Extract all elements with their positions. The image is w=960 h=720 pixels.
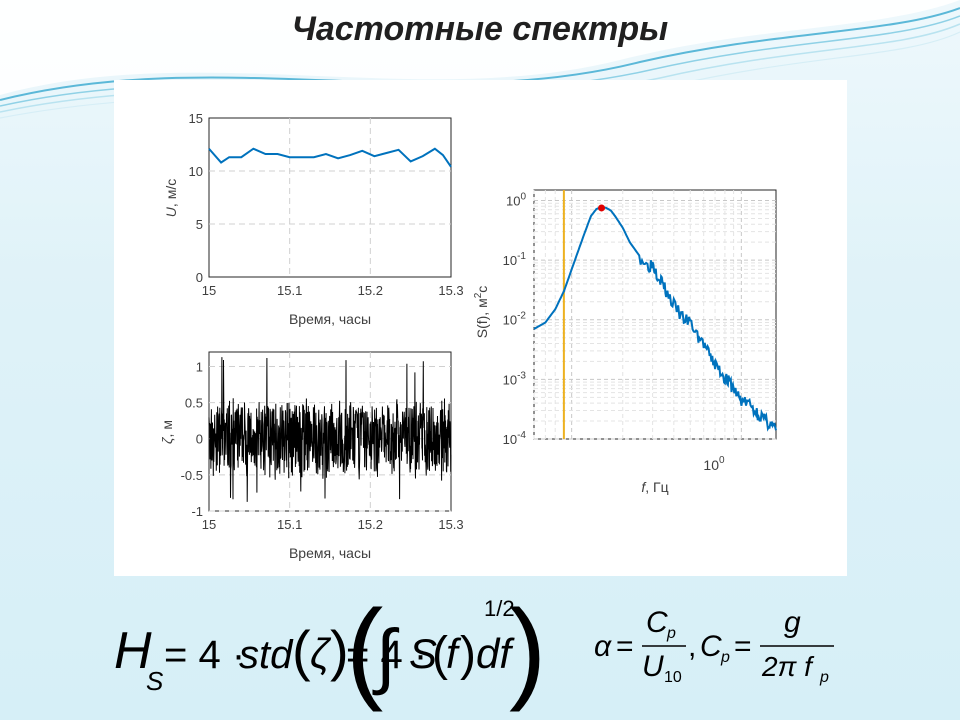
wind-x-tick: 15.1 [277,283,302,298]
chart-surface-elevation: 15 15.1 15.2 15.3 -1 -0.5 0 0.5 1 Время, часы ζ… [159,351,464,561]
formula-eq1: = 4 · [164,633,245,677]
wind-axes-box [208,117,452,278]
elevation-y-tick: 0 [196,432,203,447]
formulas: H S = 4 · std ( ζ ) = 4 · ( ∫ S ( f ) df… [114,590,847,715]
formula-Sf-paren-open: ( [432,628,448,681]
spectrum-y-tick: 10-4 [503,430,527,447]
formula-cp-eq: = [734,630,752,663]
formula-big-paren-open: ( [346,590,383,712]
elevation-y-tick-labels: -1 -0.5 0 0.5 1 [181,359,203,519]
spectrum-peak-marker [598,204,606,212]
elevation-x-tick-labels: 15 15.1 15.2 15.3 [202,517,464,532]
elevation-x-tick: 15.3 [438,517,463,532]
wind-series-line [208,147,452,168]
formula-Sf-paren-close: ) [460,628,476,681]
spectrum-axes-box [533,189,777,440]
formula-paren-close: ) [330,619,349,682]
wind-x-tick-labels: 15 15.1 15.2 15.3 [202,283,464,298]
formula-u-sub: 10 [664,669,682,686]
formula-df: df [476,630,515,677]
spectrum-x-tick-label: 100 [703,455,725,473]
slide-title: Частотные спектры [291,10,669,48]
spectrum-y-tick: 10-1 [503,251,527,268]
formula-cp-num: C [646,606,668,639]
wind-x-label: Время, часы [289,311,371,327]
elevation-x-tick: 15 [202,517,216,532]
spectrum-y-tick-labels: 100 10-1 10-2 10-3 10-4 [503,191,527,447]
formula-power: 1/2 [484,596,515,621]
elevation-y-tick: 1 [196,359,203,374]
formula-big-paren-close: ) [509,590,544,712]
spectrum-y-label: S(f), м2c [473,286,490,339]
elevation-y-tick: 0.5 [185,396,203,411]
formula-cp-sub: p [720,649,730,666]
formula-g: g [784,606,801,639]
formula-alpha-eq: = [616,630,634,663]
formula-integral: ∫ [372,616,400,696]
formula-u-den: U [642,650,664,683]
formula-alpha-symbol: α [594,630,612,663]
wind-grid [209,118,451,277]
elevation-y-tick: -1 [191,504,203,519]
elevation-y-label: ζ, м [159,420,175,444]
elevation-x-label: Время, часы [289,545,371,561]
formula-cp: C [700,630,722,663]
formula-hs-sub: S [146,666,164,696]
spectrum-series-line [533,205,777,432]
formula-hs: H S = 4 · std ( ζ ) = 4 · ( ∫ S ( f ) df… [114,590,544,712]
formula-cp-num-sub: p [666,625,676,642]
formula-cp-den: 2π f [761,651,815,682]
elevation-grid [209,352,451,512]
formula-comma: , [688,630,696,663]
wind-y-tick: 0 [196,270,203,285]
spectrum-grid [533,190,776,440]
spectrum-y-tick: 10-2 [503,311,527,328]
wind-y-label: U, м/с [163,179,179,217]
chart-spectrum: 100 10-1 10-2 10-3 10-4 100 f, Гц S(f), м2c [473,189,777,495]
chart-wind-speed: 15 15.1 15.2 15.3 0 5 10 15 Время, часы U, м/с [163,111,464,327]
wind-y-tick: 15 [189,111,203,126]
wind-y-tick: 10 [189,164,203,179]
elevation-series-line [208,357,452,502]
elevation-x-tick: 15.1 [277,517,302,532]
formula-eq2: = 4 · [346,633,427,677]
figure-panel: 15 15.1 15.2 15.3 0 5 10 15 Время, часы U, м/с… [114,80,847,576]
formula-zeta: ζ [310,630,332,677]
wind-x-tick: 15.3 [438,283,463,298]
wind-y-tick-labels: 0 5 10 15 [189,111,203,285]
wind-x-tick: 15.2 [358,283,383,298]
formula-std: std [239,633,294,677]
spectrum-y-tick: 100 [506,191,526,208]
spectrum-y-tick: 10-3 [503,370,527,387]
formula-cp-den-sub: p [819,669,829,686]
wind-y-tick: 5 [196,217,203,232]
elevation-y-tick: -0.5 [181,468,203,483]
formula-hs-lhs: H [114,622,152,680]
formula-alpha: α = C p U 10 , C p = g 2π f p [594,606,834,686]
elevation-x-tick: 15.2 [358,517,383,532]
wind-x-tick: 15 [202,283,216,298]
formula-S: S [409,630,437,677]
spectrum-x-label: f, Гц [641,479,668,495]
formula-paren-open: ( [292,619,311,682]
